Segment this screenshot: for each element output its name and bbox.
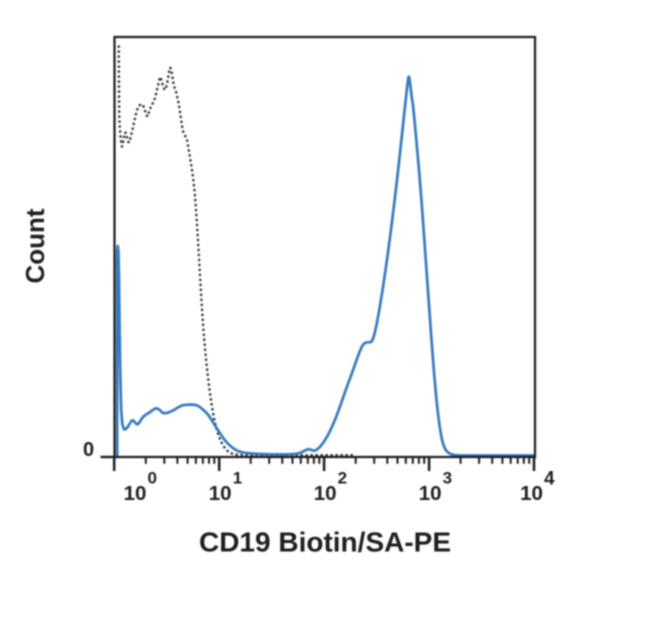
svg-text:Count: Count [20,208,50,283]
svg-text:1: 1 [233,469,242,488]
svg-text:0: 0 [83,439,94,461]
svg-text:CD19 Biotin/SA-PE: CD19 Biotin/SA-PE [199,527,451,558]
svg-text:0: 0 [148,469,157,488]
svg-text:10: 10 [124,482,147,505]
svg-text:3: 3 [443,469,452,488]
svg-text:10: 10 [520,482,543,505]
svg-text:4: 4 [544,469,555,490]
svg-text:10: 10 [419,482,442,505]
svg-text:2: 2 [338,469,347,488]
svg-text:10: 10 [209,482,232,505]
svg-text:10: 10 [314,482,337,505]
